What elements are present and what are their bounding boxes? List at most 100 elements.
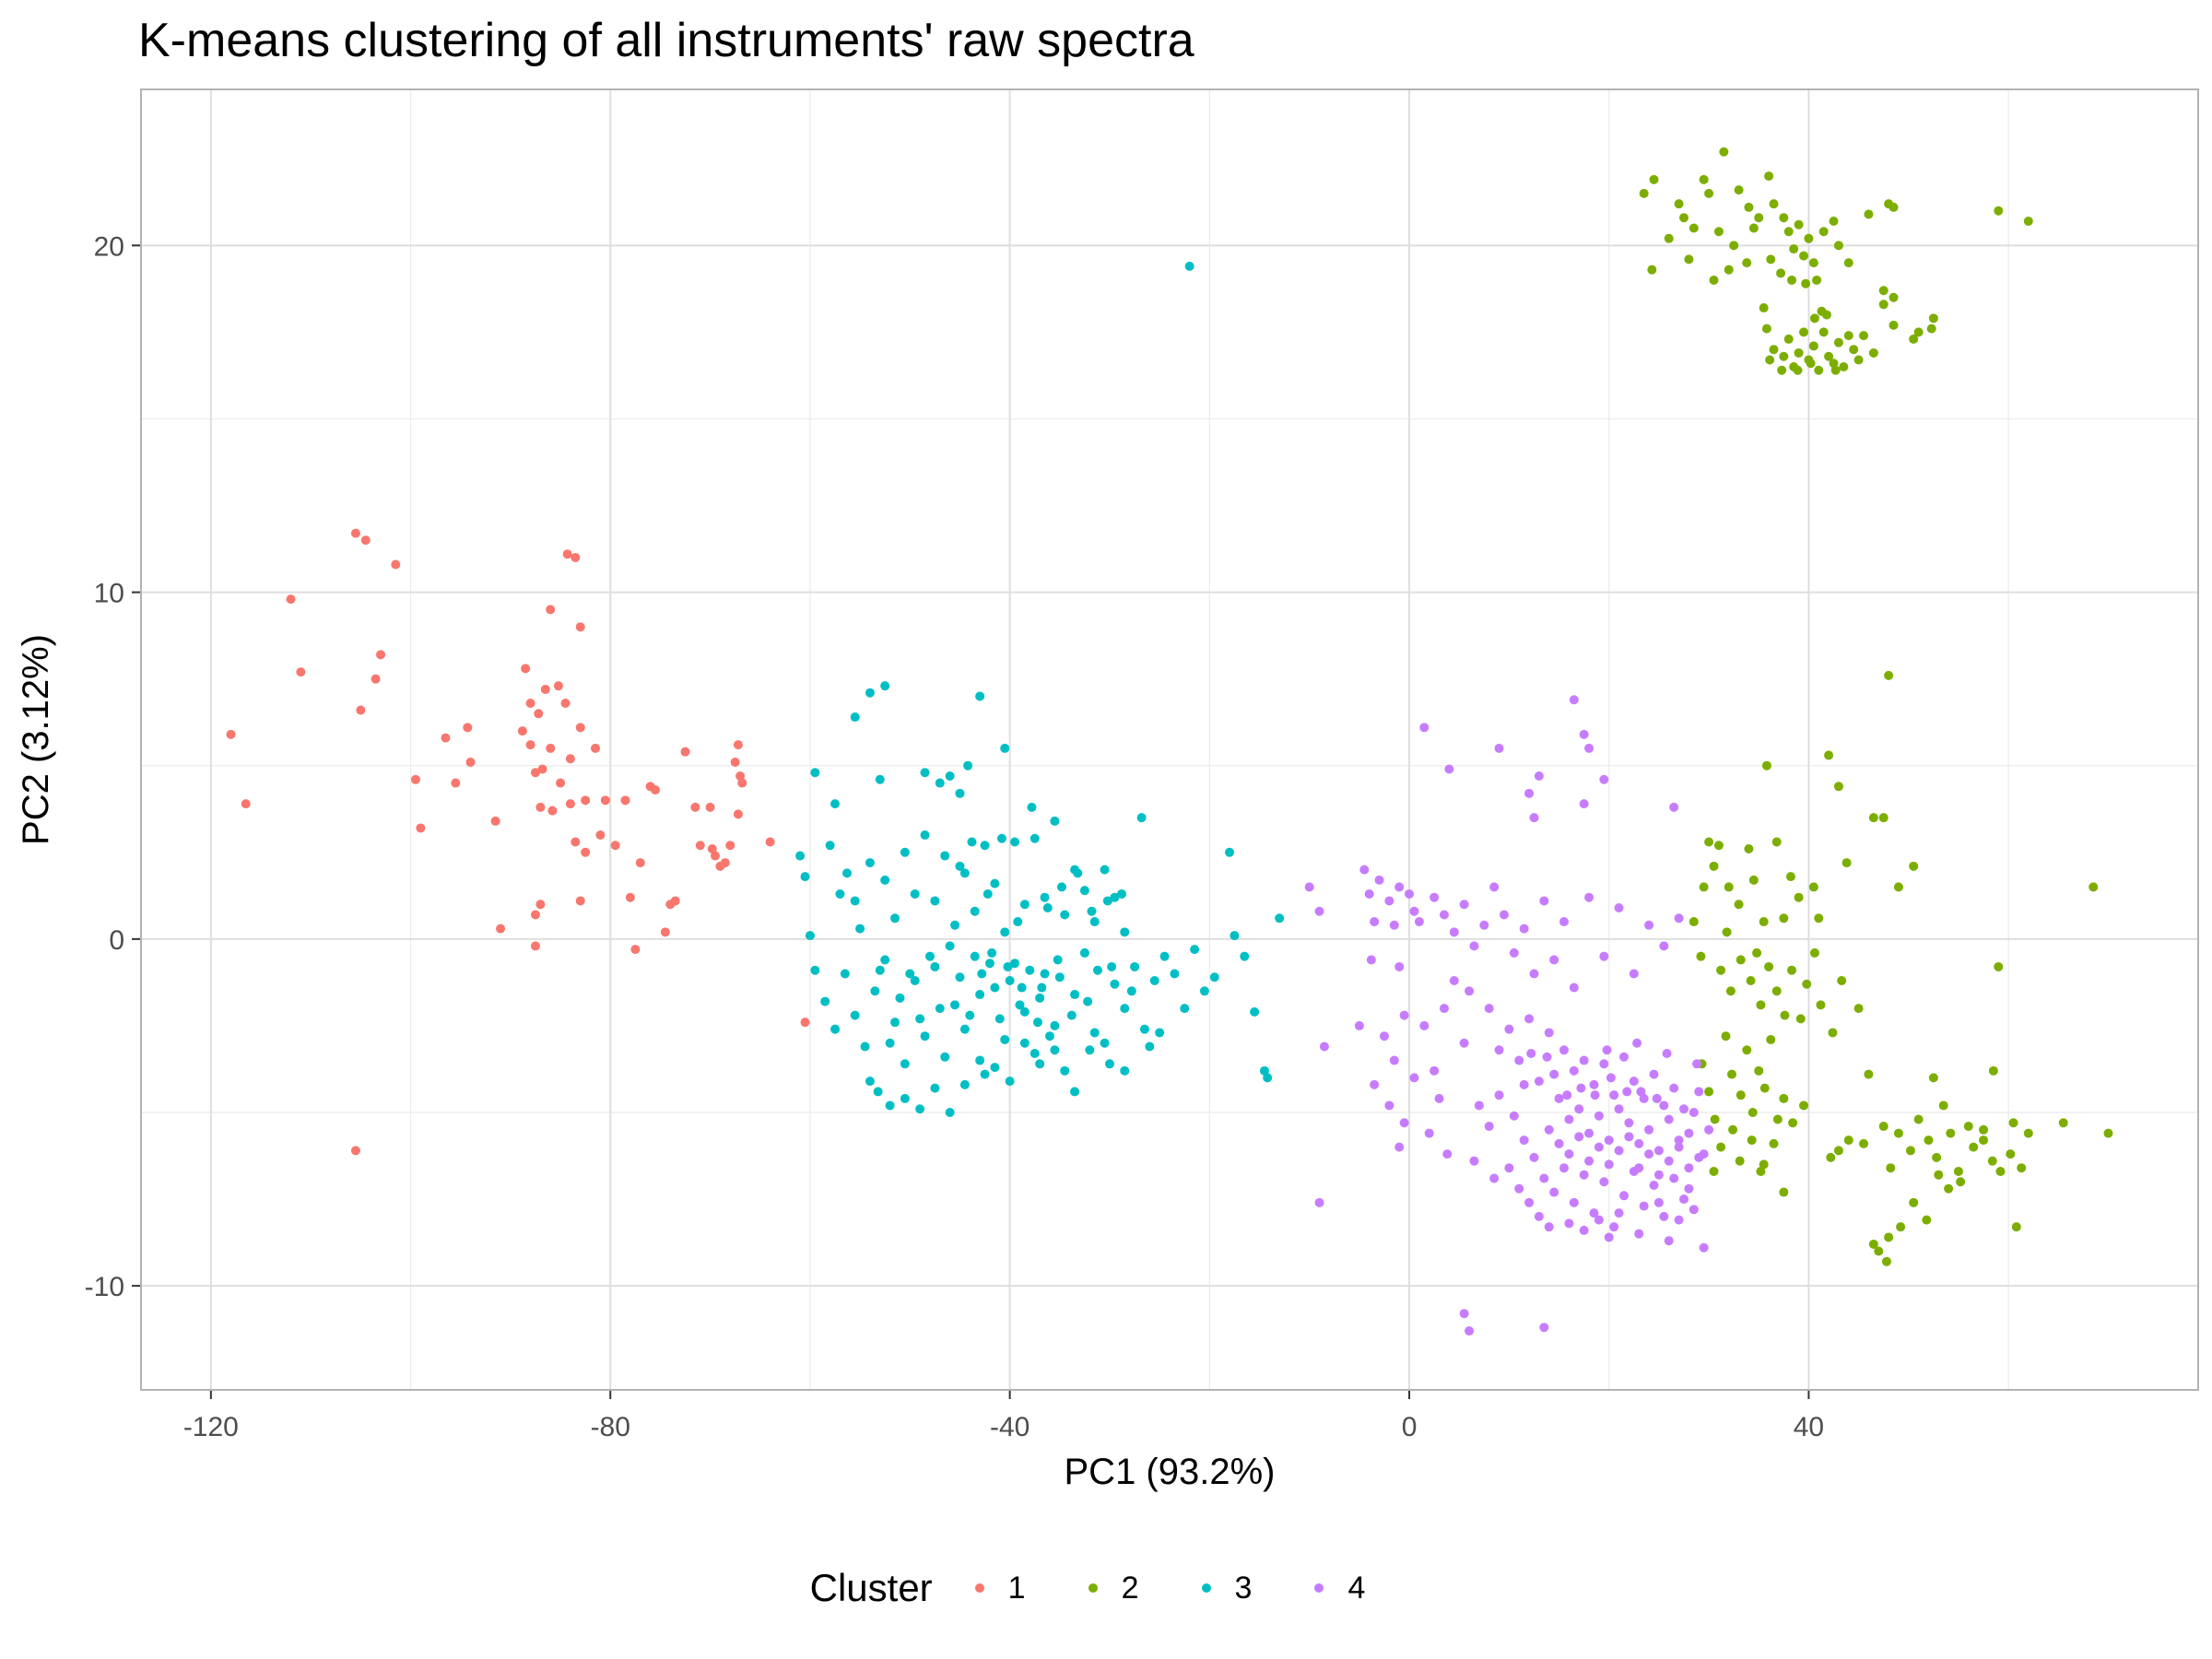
point-cluster-2 (1956, 1177, 1966, 1187)
point-cluster-2 (1746, 976, 1756, 986)
point-cluster-2 (1779, 213, 1789, 223)
point-cluster-2 (1913, 327, 1924, 337)
point-cluster-1 (707, 844, 717, 854)
point-cluster-2 (2023, 1128, 2033, 1138)
point-cluster-4 (1549, 955, 1559, 965)
point-cluster-4 (1542, 1052, 1552, 1062)
point-cluster-3 (970, 906, 980, 916)
point-cluster-2 (1719, 147, 1729, 157)
point-cluster-3 (1042, 902, 1053, 912)
point-cluster-4 (1653, 1197, 1664, 1207)
point-cluster-3 (805, 931, 815, 941)
point-cluster-1 (600, 795, 610, 806)
point-cluster-4 (1629, 1077, 1639, 1087)
point-cluster-1 (286, 594, 296, 605)
point-cluster-4 (1614, 1208, 1624, 1218)
point-cluster-3 (1070, 990, 1080, 1000)
point-cluster-2 (1716, 1142, 1726, 1152)
point-cluster-2 (1780, 1010, 1790, 1020)
point-cluster-1 (733, 809, 743, 819)
point-cluster-3 (795, 851, 806, 861)
point-cluster-2 (1783, 227, 1794, 237)
legend-label-3: 3 (1234, 1570, 1253, 1606)
point-cluster-3 (1013, 917, 1023, 927)
point-cluster-1 (690, 802, 700, 812)
point-cluster-4 (1489, 1173, 1500, 1183)
point-cluster-3 (1120, 927, 1130, 937)
point-cluster-3 (930, 1083, 940, 1093)
point-cluster-4 (1569, 695, 1579, 705)
point-cluster-3 (1035, 1059, 1045, 1069)
point-cluster-4 (1599, 1059, 1609, 1069)
point-cluster-4 (1430, 892, 1440, 902)
point-cluster-4 (1524, 1014, 1535, 1024)
point-cluster-4 (1409, 1073, 1419, 1083)
point-cluster-4 (1669, 1083, 1679, 1093)
point-cluster-3 (1100, 1038, 1110, 1048)
point-cluster-2 (1896, 1222, 1906, 1232)
point-cluster-1 (620, 795, 630, 806)
chart-title: K-means clustering of all instruments' r… (138, 14, 1194, 67)
point-cluster-3 (900, 847, 910, 857)
point-cluster-4 (1699, 1242, 1709, 1253)
point-cluster-4 (1584, 892, 1594, 902)
point-cluster-4 (1659, 1100, 1669, 1111)
point-cluster-3 (1104, 1059, 1114, 1069)
point-cluster-2 (1864, 209, 1874, 219)
point-cluster-3 (955, 972, 965, 982)
point-cluster-2 (1829, 359, 1839, 369)
point-cluster-1 (451, 778, 461, 788)
point-cluster-3 (873, 1087, 883, 1097)
point-cluster-4 (1562, 1090, 1572, 1100)
point-cluster-2 (1776, 268, 1786, 278)
x-tick-label: -80 (591, 1412, 630, 1442)
point-cluster-3 (865, 858, 875, 868)
point-cluster-4 (1639, 1093, 1649, 1103)
point-cluster-3 (930, 961, 940, 971)
legend-key-3 (1201, 1583, 1211, 1593)
point-cluster-4 (1579, 799, 1589, 809)
point-cluster-2 (1789, 244, 1799, 254)
plot-panel (141, 89, 2198, 1390)
point-cluster-2 (1713, 841, 1724, 851)
point-cluster-4 (1634, 1229, 1644, 1239)
point-cluster-4 (1526, 1049, 1536, 1059)
point-cluster-3 (975, 990, 985, 1000)
point-cluster-3 (1230, 931, 1240, 941)
point-cluster-4 (1374, 875, 1384, 885)
point-cluster-3 (1126, 986, 1136, 996)
point-cluster-2 (1794, 347, 1804, 358)
point-cluster-4 (1688, 1107, 1699, 1117)
point-cluster-2 (1713, 227, 1724, 237)
point-cluster-4 (1644, 1149, 1654, 1159)
point-cluster-3 (855, 924, 865, 934)
point-cluster-3 (830, 799, 841, 809)
point-cluster-4 (1659, 1211, 1669, 1221)
point-cluster-2 (1802, 979, 1812, 989)
point-cluster-3 (950, 1000, 960, 1010)
point-cluster-2 (1794, 219, 1804, 229)
point-cluster-3 (1010, 837, 1020, 847)
point-cluster-1 (720, 858, 730, 868)
point-cluster-2 (1809, 947, 1819, 958)
point-cluster-4 (1606, 1073, 1616, 1083)
point-cluster-2 (1759, 1159, 1769, 1170)
point-cluster-2 (1994, 961, 2004, 971)
point-cluster-2 (1814, 913, 1824, 924)
point-cluster-2 (1684, 254, 1694, 265)
point-cluster-2 (1893, 1128, 1903, 1138)
point-cluster-4 (1594, 1111, 1604, 1121)
point-cluster-3 (860, 1041, 870, 1052)
point-cluster-1 (565, 754, 575, 764)
point-cluster-3 (990, 982, 1000, 993)
point-cluster-3 (1030, 833, 1040, 843)
point-cluster-3 (1040, 892, 1050, 902)
point-cluster-3 (865, 1077, 875, 1087)
point-cluster-4 (1584, 1156, 1594, 1166)
point-cluster-3 (885, 1100, 895, 1111)
point-cluster-2 (1793, 365, 1803, 375)
point-cluster-3 (1159, 951, 1170, 961)
point-cluster-4 (1370, 917, 1380, 927)
point-cluster-3 (1079, 947, 1089, 958)
point-cluster-2 (1724, 265, 1734, 275)
